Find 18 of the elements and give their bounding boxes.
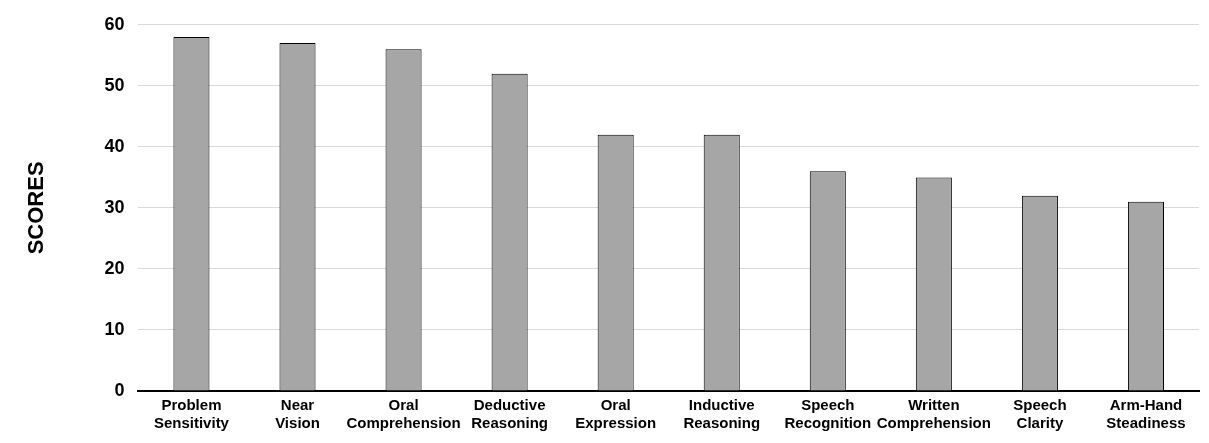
x-tick-label: Deductive Reasoning: [471, 396, 548, 432]
y-tick-label: 30: [104, 196, 125, 217]
y-tick-label: 50: [104, 74, 125, 95]
y-tick-label: 60: [104, 13, 125, 34]
x-tick-label: Speech Clarity: [1013, 396, 1067, 432]
x-tick-label: Inductive Reasoning: [683, 396, 761, 432]
x-tick-label: Arm-Hand Steadiness: [1106, 396, 1186, 432]
x-tick-label: Oral Expression: [575, 396, 657, 432]
y-axis-title: SCORES: [23, 161, 49, 255]
x-tick-label: Near Vision: [275, 396, 320, 432]
y-tick-label: 40: [104, 135, 125, 156]
y-tick-label: 20: [104, 257, 125, 278]
y-tick-label: 0: [114, 379, 125, 400]
x-tick-label: Speech Recognition: [784, 396, 872, 432]
x-tick-label: Written Comprehension: [876, 396, 991, 432]
x-tick-label: Oral Comprehension: [346, 396, 461, 432]
x-tick-label: Problem Sensitivity: [153, 396, 230, 432]
y-tick-label: 10: [104, 318, 125, 339]
